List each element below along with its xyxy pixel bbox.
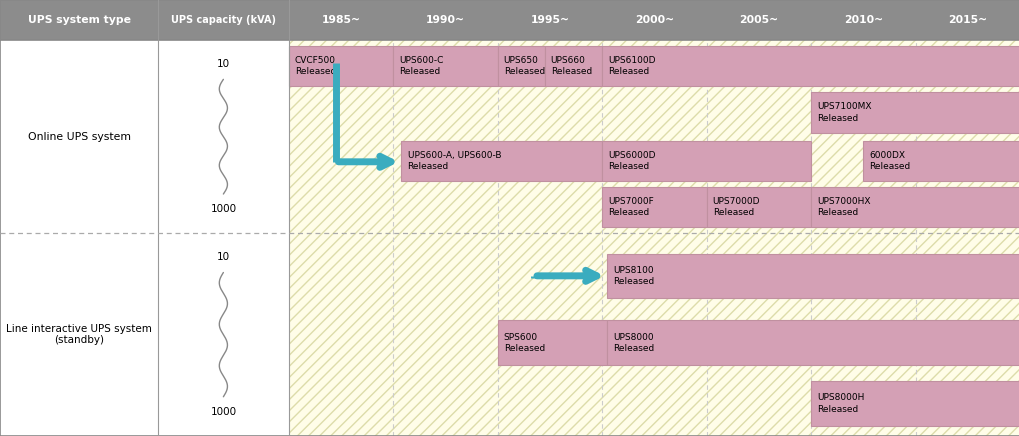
Bar xyxy=(601,46,1019,86)
Text: 2005~: 2005~ xyxy=(739,15,777,25)
Text: UPS7000F
Released: UPS7000F Released xyxy=(607,197,653,218)
Text: 1990~: 1990~ xyxy=(426,15,465,25)
Text: 1985~: 1985~ xyxy=(321,15,360,25)
Text: UPS7000D
Released: UPS7000D Released xyxy=(712,197,759,218)
Text: UPS8000H
Released: UPS8000H Released xyxy=(816,393,864,414)
Text: 6000DX
Released: 6000DX Released xyxy=(868,150,910,171)
Bar xyxy=(601,187,706,228)
Bar xyxy=(288,40,1019,233)
Text: UPS capacity (kVA): UPS capacity (kVA) xyxy=(171,15,275,25)
Bar xyxy=(288,46,392,86)
Text: UPS8100
Released: UPS8100 Released xyxy=(612,266,654,286)
Bar xyxy=(401,140,601,181)
Text: 10: 10 xyxy=(217,59,229,69)
Text: 2010~: 2010~ xyxy=(843,15,882,25)
Text: CVCF500
Released: CVCF500 Released xyxy=(294,56,335,76)
Bar xyxy=(288,233,1019,436)
Text: 2015~: 2015~ xyxy=(948,15,986,25)
Text: UPS6000D
Released: UPS6000D Released xyxy=(607,150,655,171)
Text: 10: 10 xyxy=(217,252,229,262)
Bar xyxy=(810,187,1019,228)
Text: 1995~: 1995~ xyxy=(530,15,569,25)
Bar xyxy=(601,140,810,181)
Text: Line interactive UPS system
(standby): Line interactive UPS system (standby) xyxy=(6,324,152,345)
Bar xyxy=(288,233,1019,436)
Text: UPS system type: UPS system type xyxy=(28,15,130,25)
Bar xyxy=(544,46,601,86)
Bar xyxy=(810,92,1019,133)
Bar xyxy=(862,140,1019,181)
Bar xyxy=(497,46,544,86)
Text: UPS600-C
Released: UPS600-C Released xyxy=(398,56,443,76)
Text: SPS600
Released: SPS600 Released xyxy=(503,333,544,353)
Text: UPS650
Released: UPS650 Released xyxy=(503,56,544,76)
Bar xyxy=(606,320,1019,365)
Text: 2000~: 2000~ xyxy=(634,15,674,25)
Text: 1000: 1000 xyxy=(210,407,236,417)
Text: UPS6100D
Released: UPS6100D Released xyxy=(607,56,655,76)
Bar xyxy=(0,233,288,436)
Bar xyxy=(288,40,1019,233)
Bar xyxy=(392,46,497,86)
Text: 1000: 1000 xyxy=(210,204,236,214)
Bar xyxy=(0,0,1019,40)
Bar xyxy=(810,381,1019,426)
Text: UPS8000
Released: UPS8000 Released xyxy=(612,333,654,353)
Text: UPS7100MX
Released: UPS7100MX Released xyxy=(816,102,871,123)
Text: UPS600-A, UPS600-B
Released: UPS600-A, UPS600-B Released xyxy=(408,150,500,171)
Text: UPS660
Released: UPS660 Released xyxy=(550,56,591,76)
Bar xyxy=(497,320,606,365)
Text: Online UPS system: Online UPS system xyxy=(28,132,130,142)
Bar xyxy=(706,187,810,228)
Text: UPS7000HX
Released: UPS7000HX Released xyxy=(816,197,870,218)
Bar xyxy=(606,253,1019,298)
Bar xyxy=(0,40,288,233)
